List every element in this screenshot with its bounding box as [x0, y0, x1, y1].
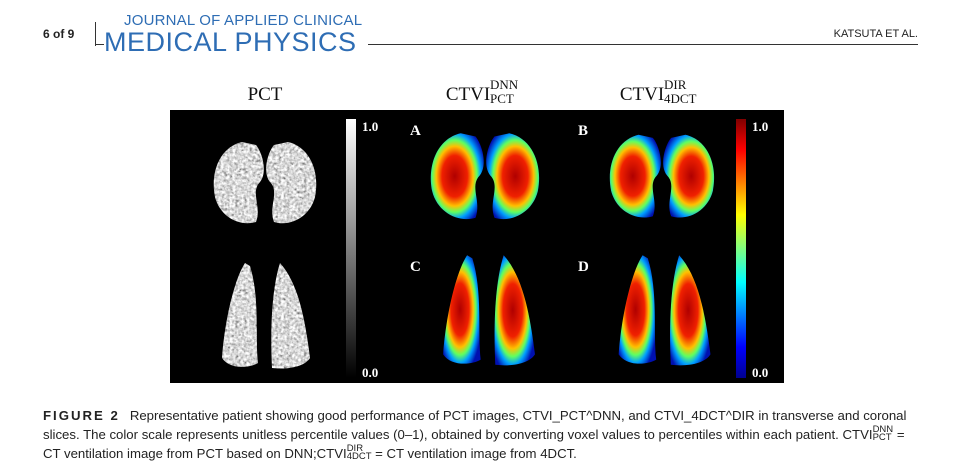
colorbar-min: 0.0	[362, 365, 378, 380]
panel-label: B	[578, 123, 588, 139]
colorbar-max: 1.0	[752, 119, 768, 134]
panel-label: C	[410, 259, 421, 275]
title-base: PCT	[248, 84, 283, 105]
colorbar	[346, 119, 356, 378]
caption-text: Representative patient showing good perf…	[43, 408, 907, 442]
column-title: PCT	[248, 84, 283, 105]
term: CTVI DIR 4DCT	[316, 442, 372, 462]
journal-name: MEDICAL PHYSICS	[104, 27, 357, 57]
term: CTVI DNN PCT	[842, 423, 894, 443]
title-sup: DNN	[490, 77, 519, 92]
term-sup: DIR	[346, 442, 364, 454]
panel-label: A	[410, 123, 421, 139]
rule	[96, 44, 104, 45]
page-number: 6 of 9	[43, 27, 75, 41]
caption-label: FIGURE 2	[43, 408, 120, 423]
title-sup: DIR	[664, 77, 687, 92]
term-base: CTVI	[316, 446, 347, 461]
caption-text: = CT ventilation image from PCT based on…	[43, 427, 905, 461]
term-sup: DNN	[872, 423, 894, 435]
divider	[95, 22, 96, 46]
term-sub: 4DCT	[346, 450, 372, 462]
title-sub: 4DCT	[664, 91, 697, 106]
caption-text: = CT ventilation image from 4DCT.	[375, 446, 577, 461]
term-sub: PCT	[872, 431, 892, 443]
term-scripts: DNN PCT	[872, 423, 894, 443]
title-base: CTVI	[620, 84, 664, 105]
colorbar	[736, 119, 746, 378]
running-head: KATSUTA ET AL.	[833, 28, 918, 40]
panel-label: D	[578, 259, 589, 275]
colorbar-max: 1.0	[362, 119, 378, 134]
journal-name: JOURNAL OF APPLIED CLINICAL	[124, 12, 363, 29]
caption: FIGURE 2 Representative patient showing g…	[43, 406, 923, 463]
title-base: CTVI	[446, 84, 490, 105]
colorbar-min: 0.0	[752, 365, 768, 380]
term-base: CTVI	[842, 427, 873, 442]
rule	[368, 44, 918, 45]
term-scripts: DIR 4DCT	[346, 442, 372, 462]
title-sub: PCT	[490, 91, 514, 106]
